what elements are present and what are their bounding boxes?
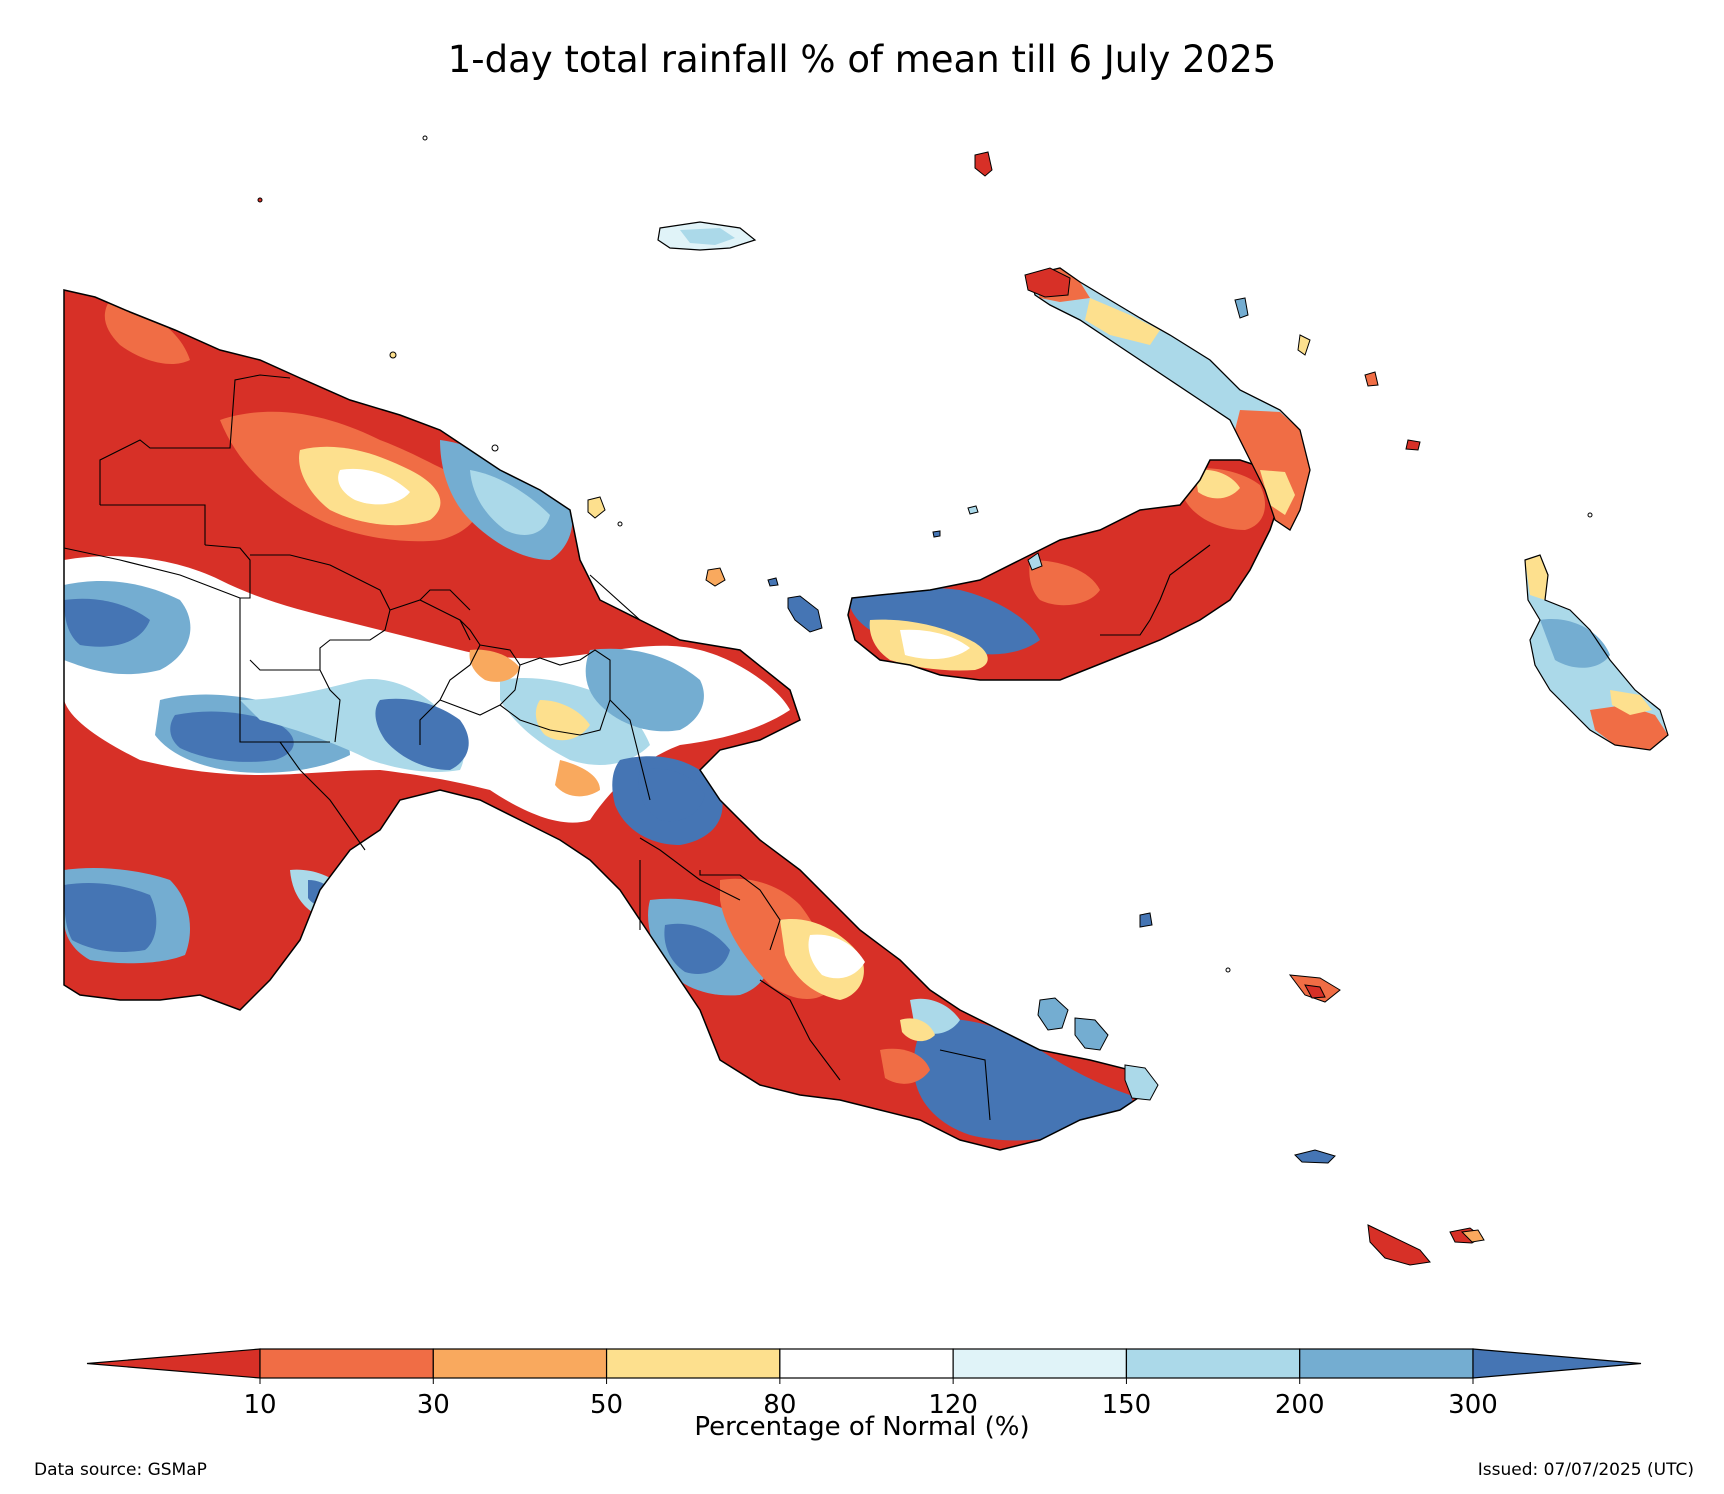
- colorbar-segment: [952, 1348, 1128, 1379]
- colorbar-segment: [605, 1348, 781, 1379]
- small-islands: [257, 135, 1593, 1266]
- map-title: 1-day total rainfall % of mean till 6 Ju…: [447, 38, 1277, 81]
- colorbar-tick-label: 10: [243, 1390, 276, 1420]
- rainfall-map: [63, 135, 1669, 1266]
- colorbar-extend-low: [86, 1348, 261, 1379]
- province-boundaries: [63, 374, 991, 1121]
- colorbar-tick-label: 120: [928, 1390, 978, 1420]
- colorbar-tick-label: 50: [590, 1390, 623, 1420]
- new-britain-shading: [847, 459, 1281, 681]
- colorbar-segment: [259, 1348, 434, 1379]
- colorbar-label: Percentage of Normal (%): [694, 1412, 1030, 1442]
- issued-date-label: Issued: 07/07/2025 (UTC): [1477, 1460, 1694, 1480]
- colorbar-segment: [1125, 1348, 1301, 1379]
- bougainville-island: [1524, 554, 1669, 751]
- mainland-shading: [63, 289, 1152, 1151]
- data-source-label: Data source: GSMaP: [34, 1460, 207, 1480]
- manus-island: [657, 221, 757, 251]
- colorbar-tick-label: 200: [1275, 1390, 1325, 1420]
- colorbar-tick-label: 150: [1102, 1390, 1152, 1420]
- colorbar-tick-label: 80: [763, 1390, 796, 1420]
- colorbar-tick-label: 300: [1448, 1390, 1498, 1420]
- colorbar-extend-high: [1472, 1348, 1642, 1379]
- colorbar-tick-label: 30: [417, 1390, 450, 1420]
- colorbar-segment: [432, 1348, 608, 1379]
- colorbar-segment: [779, 1348, 954, 1379]
- colorbar-segment: [1299, 1348, 1474, 1379]
